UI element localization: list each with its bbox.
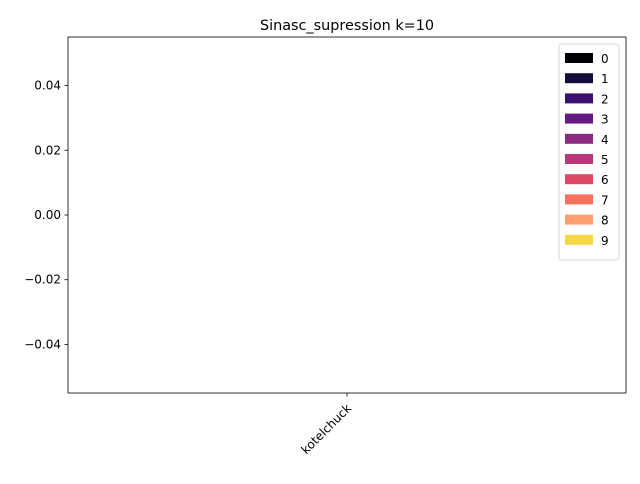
legend-label: 7 <box>601 193 609 207</box>
legend-label: 4 <box>601 133 609 147</box>
legend-swatch <box>565 234 593 245</box>
legend-swatch <box>565 194 593 205</box>
plot-frame <box>67 36 627 394</box>
legend-label: 8 <box>601 214 609 228</box>
y-tick-label: −0.02 <box>24 273 61 287</box>
y-tick-label: 0.04 <box>34 79 61 93</box>
legend-swatch <box>565 133 593 144</box>
legend-swatch <box>565 174 593 185</box>
y-axis: 0.04 0.02 0.00 −0.02 −0.04 <box>24 79 68 351</box>
y-tick-label: 0.02 <box>34 143 61 157</box>
legend-label: 3 <box>601 113 609 127</box>
legend-label: 1 <box>601 72 609 86</box>
legend-swatch <box>565 93 593 104</box>
legend-label: 0 <box>601 52 609 66</box>
y-tick-label: −0.04 <box>24 337 61 351</box>
legend-swatch <box>565 53 593 63</box>
legend-label: 5 <box>601 153 609 167</box>
legend-swatch <box>565 113 593 124</box>
legend-swatch <box>565 73 593 84</box>
y-tick-label: 0.00 <box>34 208 61 222</box>
legend-label: 2 <box>601 92 609 106</box>
legend-label: 6 <box>601 173 609 187</box>
x-tick-label: kotelchuck <box>299 401 355 457</box>
chart-title: Sinasc_supression k=10 <box>260 18 434 34</box>
x-axis: kotelchuck <box>299 393 355 457</box>
legend-swatch <box>565 214 593 225</box>
legend: 0 1 2 3 4 5 6 7 8 9 <box>558 43 620 261</box>
legend-label: 9 <box>601 234 609 248</box>
legend-swatch <box>565 154 593 164</box>
